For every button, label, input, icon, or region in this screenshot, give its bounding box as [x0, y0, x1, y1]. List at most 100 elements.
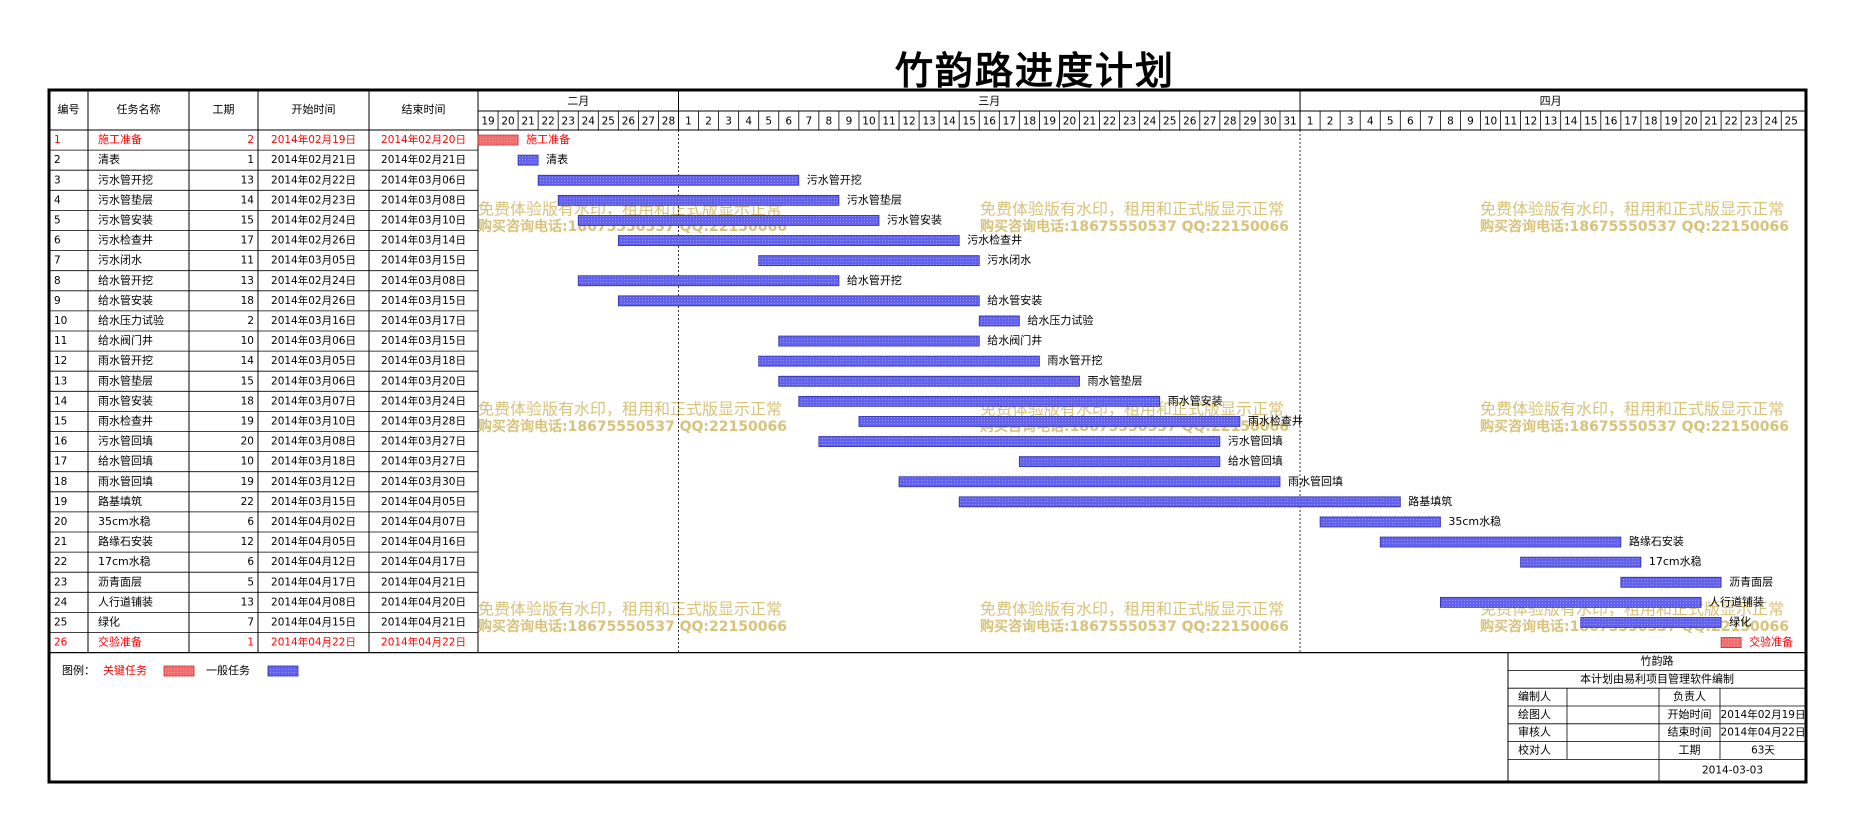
task-end: 2014年03月17日	[381, 314, 466, 327]
day-tick-label: 24	[1143, 116, 1157, 128]
task-end: 2014年02月20日	[381, 133, 466, 146]
watermark-text: 购买咨询电话:18675550537 QQ:22150066	[1480, 218, 1789, 235]
task-end: 2014年03月18日	[381, 354, 466, 367]
gantt-bar	[1440, 596, 1702, 608]
task-duration: 13	[241, 174, 254, 186]
task-name: 污水管开挖	[98, 172, 153, 186]
gantt-bar	[577, 215, 880, 226]
day-tick-label: 16	[983, 116, 997, 128]
day-tick-label: 13	[922, 116, 935, 128]
task-duration: 13	[241, 596, 254, 608]
day-tick-label: 30	[1263, 116, 1276, 128]
task-start: 2014年03月15日	[271, 495, 356, 508]
gantt-bar	[958, 496, 1401, 508]
task-end: 2014年03月15日	[381, 334, 466, 347]
task-start: 2014年03月06日	[271, 334, 356, 347]
task-name: 给水管开挖	[98, 273, 153, 287]
task-id: 8	[54, 275, 61, 287]
day-tick-label: 28	[1223, 116, 1236, 128]
bar-label: 污水闭水	[987, 254, 1031, 267]
day-tick-label: 16	[1604, 116, 1618, 128]
task-name: 污水管回填	[98, 434, 153, 448]
bar-label: 雨水检查井	[1248, 413, 1303, 427]
task-name: 雨水管开挖	[98, 353, 153, 367]
day-tick-label: 1	[1307, 116, 1314, 128]
task-start: 2014年04月15日	[271, 615, 356, 628]
day-tick-label: 7	[805, 116, 812, 128]
gantt-bar	[577, 275, 840, 287]
task-duration: 5	[247, 576, 254, 588]
info-date: 2014-03-03	[1702, 765, 1763, 777]
day-tick-label: 15	[1584, 116, 1597, 128]
gantt-bar	[1720, 637, 1742, 648]
bar-label: 绿化	[1729, 614, 1751, 628]
info-cell: 结束时间	[1668, 726, 1712, 739]
day-tick-label: 9	[1467, 116, 1474, 128]
task-start: 2014年02月22日	[271, 173, 356, 186]
day-tick-label: 5	[1387, 116, 1394, 128]
task-start: 2014年03月12日	[271, 475, 356, 488]
task-duration: 6	[247, 516, 254, 528]
task-name: 清表	[98, 152, 120, 166]
legend-critical-label: 关键任务	[103, 663, 147, 677]
task-duration: 18	[241, 395, 254, 407]
task-duration: 15	[241, 375, 254, 387]
task-end: 2014年03月24日	[381, 394, 466, 407]
task-id: 11	[54, 335, 67, 347]
task-id: 3	[54, 174, 61, 186]
task-end: 2014年04月07日	[381, 515, 466, 528]
day-tick-label: 17	[1003, 116, 1016, 128]
day-tick-label: 3	[1347, 116, 1354, 128]
task-end: 2014年03月28日	[381, 414, 466, 427]
info-cell: 63天	[1751, 745, 1775, 757]
info-cell: 2014年02月19日	[1721, 708, 1806, 721]
task-start: 2014年03月18日	[271, 455, 356, 468]
bar-label: 交验准备	[1749, 635, 1793, 649]
task-start: 2014年02月21日	[271, 153, 356, 166]
task-duration: 1	[247, 154, 254, 166]
day-tick-label: 8	[826, 116, 833, 128]
task-duration: 22	[241, 496, 254, 508]
watermark-text: 免费体验版有水印，租用和正式版显示正常	[1480, 200, 1784, 219]
day-tick-label: 17	[1624, 116, 1637, 128]
day-tick-label: 19	[481, 116, 494, 128]
day-tick-label: 28	[662, 116, 675, 128]
task-name: 沥青面层	[98, 575, 142, 588]
task-start: 2014年04月22日	[271, 636, 356, 649]
task-duration: 11	[241, 255, 254, 267]
watermark-text: 购买咨询电话:18675550537 QQ:22150066	[980, 618, 1289, 635]
gantt-bar	[758, 255, 980, 267]
day-tick-label: 12	[1524, 116, 1537, 128]
month-header: 四月	[1540, 95, 1562, 108]
info-cell: 编制人	[1518, 689, 1551, 703]
task-name: 给水阀门井	[98, 333, 153, 347]
task-name: 路缘石安装	[98, 534, 153, 548]
month-header: 三月	[978, 95, 1000, 108]
day-tick-label: 25	[602, 116, 615, 128]
info-cell: 开始时间	[1668, 707, 1712, 721]
legend-normal-label: 一般任务	[206, 664, 250, 677]
task-id: 4	[54, 194, 61, 206]
task-id: 6	[54, 235, 61, 247]
day-tick-label: 6	[785, 116, 792, 128]
task-end: 2014年03月10日	[381, 213, 466, 226]
task-end: 2014年03月14日	[381, 234, 466, 247]
column-header: 工期	[213, 103, 235, 116]
task-name: 绿化	[98, 614, 120, 628]
info-cell: 校对人	[1518, 743, 1551, 757]
task-duration: 17	[241, 235, 254, 247]
task-duration: 20	[241, 436, 254, 448]
gantt-bar	[978, 315, 1020, 327]
day-tick-label: 31	[1283, 116, 1296, 128]
task-id: 17	[54, 456, 67, 468]
column-header: 编号	[58, 102, 80, 116]
task-duration: 14	[241, 194, 255, 206]
task-start: 2014年02月19日	[271, 133, 356, 146]
task-name: 雨水管回填	[98, 474, 153, 488]
day-tick-label: 8	[1447, 116, 1454, 128]
bar-label: 给水压力试验	[1027, 313, 1093, 327]
day-tick-label: 29	[1243, 116, 1256, 128]
task-name: 17cm水稳	[98, 554, 151, 568]
day-tick-label: 1	[685, 116, 692, 128]
task-start: 2014年03月05日	[271, 354, 356, 367]
